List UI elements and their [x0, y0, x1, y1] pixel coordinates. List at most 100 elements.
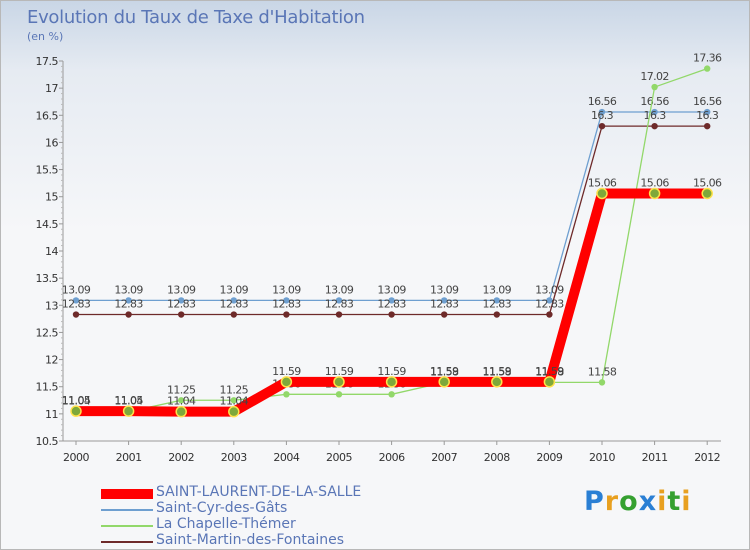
data-label: 11.59	[377, 365, 406, 378]
data-label: 11.59	[535, 365, 564, 378]
data-point	[441, 311, 448, 318]
data-point	[388, 311, 395, 318]
y-tick-label: 10.5	[36, 435, 59, 448]
data-label: 11.25	[220, 383, 249, 396]
data-label: 11.04	[62, 395, 91, 408]
logo-letter: t	[667, 486, 682, 517]
y-tick-label: 16.5	[36, 109, 59, 122]
data-label: 16.56	[588, 95, 617, 108]
logo-letter: i	[657, 486, 668, 517]
data-point	[335, 391, 343, 398]
x-tick-label: 2001	[116, 451, 142, 464]
data-label: 15.06	[588, 176, 617, 189]
y-tick-label: 13	[45, 299, 58, 312]
y-tick-label: 16	[45, 136, 58, 149]
data-point	[651, 108, 658, 116]
data-label: 11.04	[167, 395, 196, 408]
data-label: 13.09	[535, 283, 564, 296]
data-point	[388, 297, 395, 304]
x-tick-label: 2009	[536, 451, 562, 464]
x-tick-label: 2005	[326, 451, 352, 464]
data-label: 11.59	[325, 365, 354, 378]
data-point	[335, 311, 343, 318]
data-point	[651, 122, 658, 130]
data-point	[333, 376, 345, 388]
data-point	[651, 83, 658, 91]
legend-label: La Chapelle-Thémer	[156, 516, 296, 532]
data-label: 16.56	[640, 95, 669, 108]
data-label: 12.83	[430, 298, 459, 311]
data-point	[648, 187, 661, 200]
y-tick-label: 13.5	[36, 272, 59, 285]
data-point	[72, 311, 80, 318]
y-tick-label: 12.5	[36, 326, 59, 339]
y-tick-label: 12	[45, 354, 58, 367]
data-point	[441, 297, 448, 304]
data-label: 11.04	[114, 395, 143, 408]
logo-letter: r	[604, 486, 620, 517]
x-tick-label: 2003	[221, 451, 247, 464]
data-label: 11.05	[62, 394, 91, 407]
data-label: 16.3	[696, 109, 719, 122]
data-label: 16.3	[644, 109, 667, 122]
data-point	[228, 405, 240, 418]
legend-swatch	[101, 509, 153, 511]
x-tick-label: 2002	[168, 451, 194, 464]
x-tick-label: 2010	[589, 451, 615, 464]
data-label: 12.83	[220, 298, 249, 311]
legend-label: Saint-Martin-des-Fontaines	[156, 532, 345, 548]
data-point	[704, 108, 711, 116]
x-tick-label: 2008	[484, 451, 510, 464]
x-tick-label: 2004	[273, 451, 299, 464]
data-label: 13.09	[430, 283, 459, 296]
data-point	[175, 405, 187, 418]
data-point	[598, 108, 606, 116]
data-point	[438, 376, 450, 388]
x-tick-label: 2011	[642, 451, 668, 464]
data-label: 17.02	[640, 70, 669, 83]
data-point	[385, 376, 398, 388]
logo-letter: i	[681, 486, 692, 517]
proxiti-logo: Proxiti	[584, 486, 692, 517]
logo-letter: o	[619, 486, 639, 517]
y-tick-label: 15	[45, 191, 58, 204]
data-point	[283, 311, 290, 318]
data-point	[280, 376, 293, 388]
data-label: 12.83	[167, 298, 196, 311]
data-point	[543, 376, 556, 388]
data-point	[546, 311, 553, 318]
data-label: 11.59	[430, 365, 459, 378]
y-tick-label: 14.5	[36, 218, 59, 231]
data-label: 13.09	[167, 283, 196, 296]
data-label: 15.06	[693, 176, 722, 189]
data-point	[230, 311, 237, 318]
chart-title: Evolution du Taux de Taxe d'Habitation	[27, 7, 365, 28]
chart-subtitle: (en %)	[27, 30, 64, 43]
logo-letter: P	[584, 486, 605, 517]
y-tick-label: 11	[45, 408, 58, 421]
data-label: 11.05	[114, 394, 143, 407]
data-label: 12.83	[377, 298, 406, 311]
data-point	[388, 391, 395, 398]
data-point	[72, 297, 80, 304]
data-label: 13.09	[62, 283, 91, 296]
legend-label: SAINT-LAURENT-DE-LA-SALLE	[156, 484, 362, 500]
legend-swatch	[101, 525, 153, 527]
data-label: 11.59	[272, 365, 301, 378]
data-point	[178, 297, 185, 304]
data-label: 13.09	[377, 283, 406, 296]
x-tick-label: 2000	[63, 451, 89, 464]
data-point	[122, 405, 135, 417]
data-point	[493, 297, 500, 304]
logo-letter: x	[638, 486, 658, 517]
data-point	[493, 311, 500, 318]
data-label: 16.3	[591, 109, 614, 122]
data-label: 11.25	[167, 383, 196, 396]
x-tick-label: 2007	[431, 451, 457, 464]
data-label: 12.83	[535, 298, 564, 311]
data-label: 13.09	[220, 283, 249, 296]
data-label: 12.83	[62, 298, 91, 311]
legend-swatch	[101, 489, 153, 499]
data-point	[598, 379, 606, 386]
